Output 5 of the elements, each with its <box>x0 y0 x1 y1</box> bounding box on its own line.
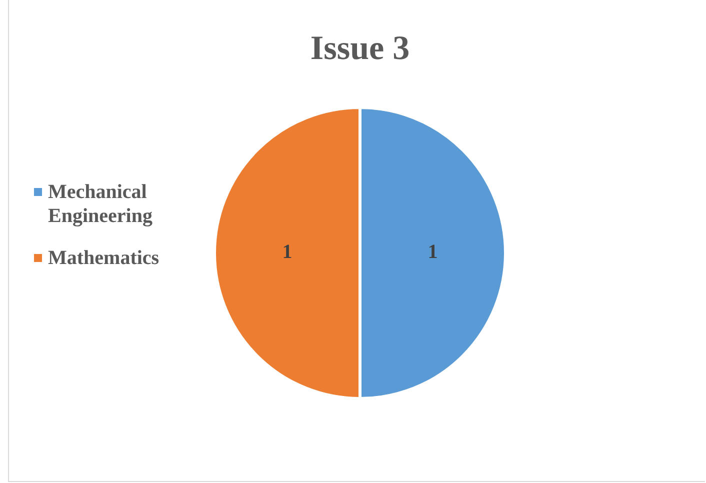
legend-label: Mechanical Engineering <box>48 180 154 228</box>
chart-title: Issue 3 <box>309 30 411 68</box>
data-label: 1 <box>428 241 438 264</box>
legend-label: Mathematics <box>48 246 160 270</box>
data-label: 1 <box>282 241 292 264</box>
